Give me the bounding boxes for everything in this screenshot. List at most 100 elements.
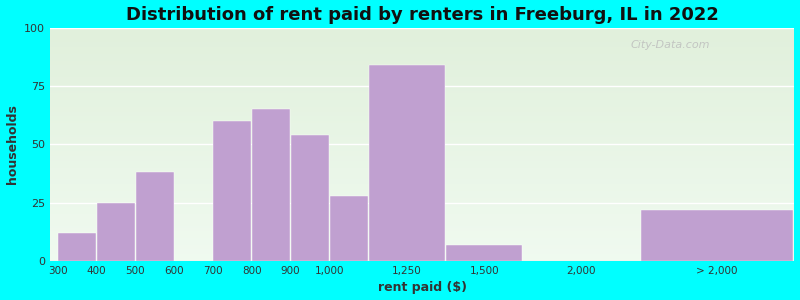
Bar [446,245,522,261]
Bar [50,116,794,119]
Bar [50,172,794,175]
Bar [50,44,794,46]
Bar [50,130,794,133]
Bar [50,247,794,249]
Bar [136,172,174,261]
Bar [50,205,794,207]
Bar [50,249,794,252]
Bar [50,168,794,170]
Bar [50,233,794,236]
Bar [330,196,367,261]
Bar [50,219,794,221]
Bar [50,142,794,145]
Bar [50,254,794,256]
Bar [58,233,96,261]
Bar [50,198,794,200]
Bar [50,88,794,91]
Bar [50,170,794,172]
Bar [50,210,794,212]
Bar [50,128,794,130]
Bar [50,224,794,226]
Bar [50,163,794,165]
Bar [50,165,794,168]
Bar [50,133,794,135]
Bar [50,28,794,30]
Bar [50,42,794,44]
Bar [50,86,794,88]
Bar [50,147,794,149]
Bar [50,84,794,86]
Bar [50,103,794,105]
Bar [50,194,794,196]
Bar [252,110,290,261]
Bar [50,119,794,121]
Bar [50,100,794,103]
Bar [369,65,445,261]
Bar [50,256,794,259]
Bar [50,217,794,219]
Bar [50,40,794,42]
Bar [50,37,794,40]
Bar [50,77,794,79]
Bar [50,231,794,233]
Bar [50,79,794,82]
Bar [50,137,794,140]
Bar [50,184,794,186]
Bar [50,105,794,107]
Bar [50,259,794,261]
Bar [50,98,794,100]
Y-axis label: households: households [6,104,18,184]
Bar [50,49,794,51]
Bar [50,112,794,114]
Text: City-Data.com: City-Data.com [630,40,710,50]
Bar [50,214,794,217]
Bar [50,93,794,95]
Title: Distribution of rent paid by renters in Freeburg, IL in 2022: Distribution of rent paid by renters in … [126,6,718,24]
Bar [50,35,794,37]
Bar [50,152,794,154]
Bar [50,245,794,247]
Bar [50,56,794,58]
Bar [50,207,794,210]
Bar [50,182,794,184]
Bar [50,114,794,116]
Bar [50,145,794,147]
Bar [50,58,794,61]
Bar [97,203,135,261]
Bar [50,82,794,84]
Bar [50,95,794,98]
Bar [50,91,794,93]
Bar [50,53,794,56]
Bar [50,33,794,35]
Bar [50,238,794,240]
Bar [50,226,794,228]
Bar [50,196,794,198]
Bar [290,135,329,261]
Bar [50,200,794,203]
Bar [50,189,794,191]
Bar [50,46,794,49]
Bar [50,61,794,63]
Bar [50,177,794,179]
Bar [50,175,794,177]
Bar [50,154,794,156]
Bar [50,68,794,70]
Bar [50,149,794,152]
Bar [50,240,794,242]
Bar [641,210,793,261]
Bar [50,179,794,182]
X-axis label: rent paid ($): rent paid ($) [378,281,466,294]
Bar [50,121,794,124]
Bar [214,121,251,261]
Bar [50,203,794,205]
Bar [50,156,794,158]
Bar [50,191,794,194]
Bar [50,63,794,65]
Bar [50,74,794,77]
Bar [50,228,794,231]
Bar [50,110,794,112]
Bar [50,124,794,126]
Bar [50,161,794,163]
Bar [50,236,794,238]
Bar [50,135,794,137]
